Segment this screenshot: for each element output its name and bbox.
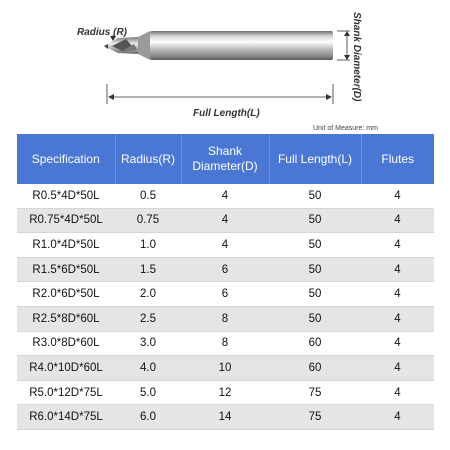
cell-flutes: 4 xyxy=(361,184,434,209)
cell-radius: 0.75 xyxy=(115,208,181,234)
radius-label: Radius (R) xyxy=(77,27,128,38)
table-row: R4.0*10D*60L 4.0 10 60 4 xyxy=(17,355,434,381)
cell-full-length: 50 xyxy=(269,257,361,283)
cell-radius: 0.5 xyxy=(115,184,181,209)
cell-specification: R4.0*10D*60L xyxy=(17,355,115,381)
table-header-row: Specification Radius(R) Shank Diameter(D… xyxy=(17,134,434,184)
header-flutes: Flutes xyxy=(361,134,434,184)
cell-specification: R1.5*6D*50L xyxy=(17,257,115,283)
cell-specification: R0.75*4D*50L xyxy=(17,208,115,234)
header-radius: Radius(R) xyxy=(115,134,182,184)
cell-shank-diameter: 4 xyxy=(181,208,269,234)
cell-radius: 3.0 xyxy=(115,331,181,357)
header-specification: Specification xyxy=(17,134,116,184)
table-row: R0.5*4D*50L 0.5 4 50 4 xyxy=(17,184,434,209)
cell-full-length: 50 xyxy=(269,184,361,209)
cell-full-length: 60 xyxy=(269,331,361,357)
table-row: R1.0*4D*50L 1.0 4 50 4 xyxy=(17,232,434,258)
cell-specification: R6.0*14D*75L xyxy=(17,404,115,430)
cell-specification: R3.0*8D*60L xyxy=(17,331,115,357)
cell-flutes: 4 xyxy=(361,331,434,357)
shank-diameter-dimension xyxy=(337,30,350,61)
cell-shank-diameter: 10 xyxy=(181,355,269,381)
cell-shank-diameter: 8 xyxy=(181,331,269,357)
cell-shank-diameter: 4 xyxy=(181,184,269,209)
table-row: R6.0*14D*75L 6.0 14 75 4 xyxy=(17,404,434,430)
end-mill-illustration xyxy=(104,31,333,60)
specification-table: Specification Radius(R) Shank Diameter(D… xyxy=(17,134,434,430)
cell-full-length: 50 xyxy=(269,232,361,258)
cell-full-length: 50 xyxy=(269,208,361,234)
cell-radius: 1.0 xyxy=(115,232,181,258)
header-shank-line1: Shank xyxy=(207,144,243,158)
cell-specification: R2.0*6D*50L xyxy=(17,281,115,307)
cell-shank-diameter: 8 xyxy=(181,306,269,332)
cell-full-length: 75 xyxy=(269,404,361,430)
header-shank-diameter: Shank Diameter(D) xyxy=(181,134,270,184)
cell-flutes: 4 xyxy=(361,281,434,307)
table-row: R2.5*8D*60L 2.5 8 50 4 xyxy=(17,306,434,332)
cell-specification: R5.0*12D*75L xyxy=(17,380,115,406)
full-length-dimension xyxy=(106,84,334,104)
tool-diagram: Radius (R) Full Length(L) Shank Diameter… xyxy=(77,12,362,119)
table-row: R5.0*12D*75L 5.0 12 75 4 xyxy=(17,380,434,406)
cell-flutes: 4 xyxy=(361,404,434,430)
cell-radius: 5.0 xyxy=(115,380,181,406)
cell-shank-diameter: 14 xyxy=(181,404,269,430)
shank-diameter-label: Shank Diameter(D) xyxy=(351,12,362,102)
cell-full-length: 50 xyxy=(269,281,361,307)
cell-radius: 1.5 xyxy=(115,257,181,283)
header-full-length: Full Length(L) xyxy=(269,134,362,184)
cell-flutes: 4 xyxy=(361,380,434,406)
table-row: R3.0*8D*60L 3.0 8 60 4 xyxy=(17,331,434,357)
cell-shank-diameter: 6 xyxy=(181,281,269,307)
cell-shank-diameter: 6 xyxy=(181,257,269,283)
table-row: R2.0*6D*50L 2.0 6 50 4 xyxy=(17,281,434,307)
cell-shank-diameter: 12 xyxy=(181,380,269,406)
cell-full-length: 60 xyxy=(269,355,361,381)
cell-flutes: 4 xyxy=(361,208,434,234)
tool-cutting-tip xyxy=(104,37,138,54)
cell-radius: 4.0 xyxy=(115,355,181,381)
cell-full-length: 75 xyxy=(269,380,361,406)
unit-of-measure-note: Unit of Measure: mm xyxy=(313,125,378,132)
table-row: R0.75*4D*50L 0.75 4 50 4 xyxy=(17,208,434,234)
cell-flutes: 4 xyxy=(361,355,434,381)
cell-radius: 2.5 xyxy=(115,306,181,332)
cell-radius: 6.0 xyxy=(115,404,181,430)
cell-flutes: 4 xyxy=(361,306,434,332)
cell-shank-diameter: 4 xyxy=(181,232,269,258)
cell-specification: R2.5*8D*60L xyxy=(17,306,115,332)
header-shank-line2: Diameter(D) xyxy=(192,159,258,173)
cell-specification: R1.0*4D*50L xyxy=(17,232,115,258)
tool-shank xyxy=(150,31,333,60)
tool-neck xyxy=(138,31,150,60)
cell-specification: R0.5*4D*50L xyxy=(17,184,115,209)
radius-callout xyxy=(110,35,116,41)
cell-radius: 2.0 xyxy=(115,281,181,307)
table-row: R1.5*6D*50L 1.5 6 50 4 xyxy=(17,257,434,283)
cell-flutes: 4 xyxy=(361,257,434,283)
cell-full-length: 50 xyxy=(269,306,361,332)
full-length-label: Full Length(L) xyxy=(193,108,260,119)
cell-flutes: 4 xyxy=(361,232,434,258)
